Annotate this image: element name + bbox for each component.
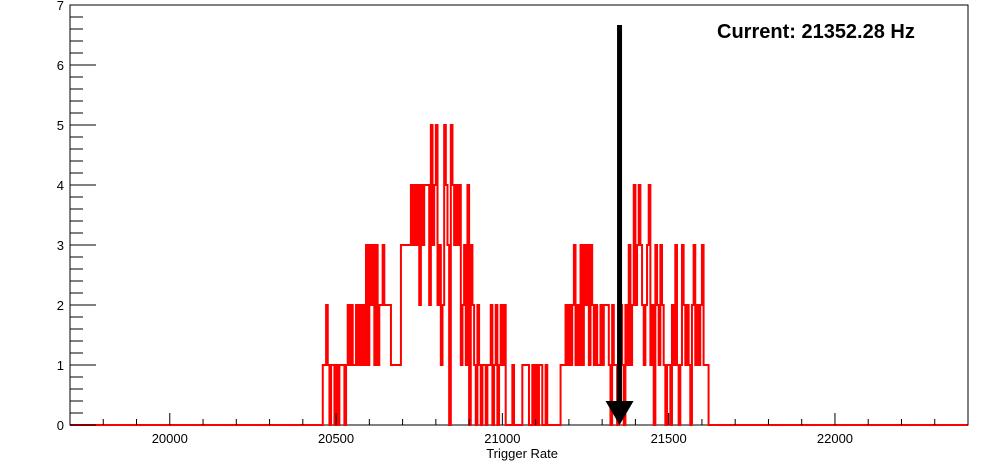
y-tick-label: 1 xyxy=(57,358,64,373)
y-tick-label: 6 xyxy=(57,58,64,73)
plot-frame xyxy=(69,4,969,426)
current-rate-annotation: Current: 21352.28 Hz xyxy=(717,21,915,43)
y-tick-label: 7 xyxy=(57,0,64,13)
y-tick-label: 2 xyxy=(57,298,64,313)
y-tick-label: 5 xyxy=(57,118,64,133)
x-tick-label: 22000 xyxy=(817,431,853,446)
x-tick-label: 21000 xyxy=(484,431,520,446)
x-tick-label: 20500 xyxy=(318,431,354,446)
x-tick-label: 21500 xyxy=(651,431,687,446)
current-rate-arrow-head xyxy=(605,401,634,425)
y-tick-label: 0 xyxy=(57,418,64,433)
histogram-series-line xyxy=(70,124,968,426)
y-tick-label: 3 xyxy=(57,238,64,253)
x-tick-label: 20000 xyxy=(152,431,188,446)
y-tick-label: 4 xyxy=(57,178,64,193)
x-axis-title: Trigger Rate xyxy=(486,446,558,461)
